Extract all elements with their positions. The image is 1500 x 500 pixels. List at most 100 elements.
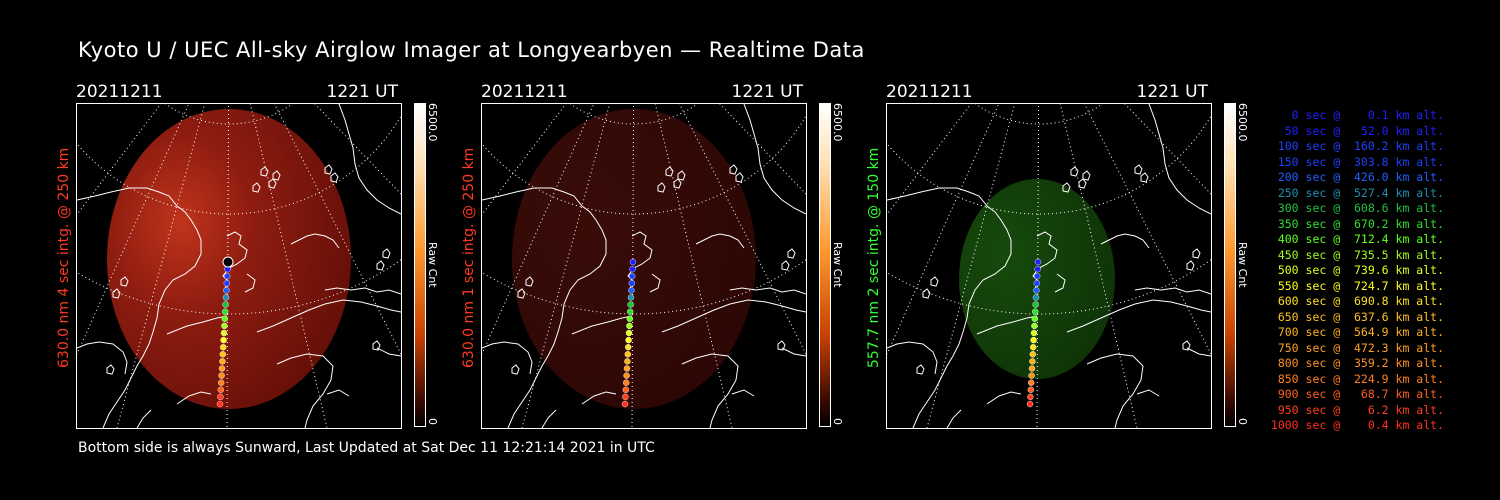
trajectory-point	[221, 308, 229, 315]
panel-ylabel: 630.0 nm 1 sec intg. @ 250 km	[461, 147, 477, 368]
panel-date: 20211211	[76, 82, 163, 102]
coastline	[581, 391, 617, 405]
trajectory-point	[218, 365, 226, 372]
trajectory-point	[1031, 308, 1039, 315]
trajectory-point	[628, 280, 636, 287]
colorbar	[1224, 103, 1236, 427]
panel-ylabel: 557.7 nm 2 sec intg. @ 150 km	[866, 147, 882, 368]
trajectory-point	[626, 315, 634, 323]
colorbar-min: 0	[426, 418, 439, 425]
trajectory-point	[624, 351, 632, 358]
trajectory-point	[220, 336, 227, 344]
panel-time: 1221 UT	[1136, 82, 1209, 102]
trajectory-point	[219, 351, 227, 358]
trajectory-point	[626, 322, 633, 330]
trajectory-point	[629, 265, 636, 273]
coastline	[290, 233, 340, 249]
trajectory-point	[626, 308, 634, 315]
coastline	[376, 347, 401, 357]
trajectory-point	[624, 358, 631, 365]
legend-entry: 100 sec @ 160.2 km alt.	[1270, 139, 1444, 153]
island	[260, 166, 269, 177]
coastline	[1186, 347, 1211, 357]
coastline	[649, 273, 661, 293]
coastline	[324, 287, 401, 295]
colorbar-max: 6500.0	[426, 103, 439, 142]
allsky-map-svg	[482, 104, 806, 428]
colorbar-max: 6500.0	[831, 103, 844, 142]
trajectory-point	[1027, 393, 1034, 401]
island	[916, 364, 925, 375]
island	[382, 248, 391, 259]
legend-entry: 750 sec @ 472.3 km alt.	[1270, 340, 1444, 355]
trajectory-point	[1031, 322, 1038, 330]
allsky-map-svg	[887, 104, 1211, 428]
trajectory-point	[1032, 301, 1039, 308]
trajectory-point	[216, 400, 224, 408]
island	[1182, 340, 1191, 351]
legend-entry: 800 sec @ 359.2 km alt.	[1270, 356, 1444, 370]
island	[1070, 166, 1079, 177]
island	[922, 288, 931, 299]
island	[324, 164, 333, 175]
trajectory-point	[220, 329, 228, 337]
trajectory-point	[223, 272, 231, 280]
trajectory-point	[222, 301, 229, 308]
island	[106, 364, 115, 375]
island	[372, 340, 381, 351]
coastline	[338, 104, 401, 215]
colorbar	[414, 103, 426, 427]
panel-date: 20211211	[481, 82, 568, 102]
coastline	[1100, 233, 1150, 249]
page-title: Kyoto U / UEC All-sky Airglow Imager at …	[78, 38, 865, 62]
allsky-image	[76, 103, 402, 429]
island	[272, 170, 281, 181]
trajectory-point	[1029, 343, 1037, 351]
colorbar-min: 0	[831, 418, 844, 425]
trajectory-point	[1028, 365, 1036, 372]
trajectory-point	[621, 400, 629, 408]
coastline	[986, 391, 1022, 405]
trajectory-point	[1027, 379, 1035, 386]
island	[1062, 182, 1071, 193]
trajectory-point	[1029, 358, 1036, 365]
trajectory-point	[217, 393, 224, 401]
trajectory-point	[1029, 351, 1037, 358]
trajectory-point	[1033, 280, 1041, 287]
coastline	[482, 341, 533, 375]
trajectory-point	[217, 379, 225, 386]
panel-time: 1221 UT	[326, 82, 399, 102]
legend-entry: 850 sec @ 224.9 km alt.	[1270, 371, 1444, 386]
trajectory-point	[223, 287, 230, 294]
coastline	[276, 353, 334, 428]
coastline	[1086, 353, 1144, 428]
legend-entry: 600 sec @ 690.8 km alt.	[1270, 294, 1444, 308]
island	[517, 288, 526, 299]
coastline	[976, 315, 1038, 335]
island	[1134, 164, 1143, 175]
coastline	[1066, 299, 1211, 333]
island	[729, 164, 738, 175]
island	[511, 364, 520, 375]
trajectory-point	[622, 386, 630, 393]
coastline	[661, 299, 806, 333]
island	[735, 172, 744, 183]
island	[525, 276, 534, 287]
island	[787, 248, 796, 259]
coastline	[1054, 273, 1066, 293]
legend-entry: 50 sec @ 52.0 km alt.	[1270, 123, 1444, 138]
trajectory-start-marker	[222, 256, 234, 268]
coastline	[887, 187, 1012, 428]
coastline	[887, 341, 938, 375]
trajectory-point	[1030, 336, 1037, 344]
island	[673, 178, 682, 189]
legend-entry: 400 sec @ 712.4 km alt.	[1270, 232, 1444, 246]
trajectory-point	[628, 287, 635, 294]
trajectory-point	[1030, 329, 1038, 337]
legend-entry: 500 sec @ 739.6 km alt.	[1270, 263, 1444, 277]
trajectory-point	[1031, 315, 1039, 323]
trajectory-point	[1027, 386, 1035, 393]
coastline	[166, 315, 228, 335]
coastline	[326, 389, 350, 397]
coastline	[482, 187, 607, 428]
